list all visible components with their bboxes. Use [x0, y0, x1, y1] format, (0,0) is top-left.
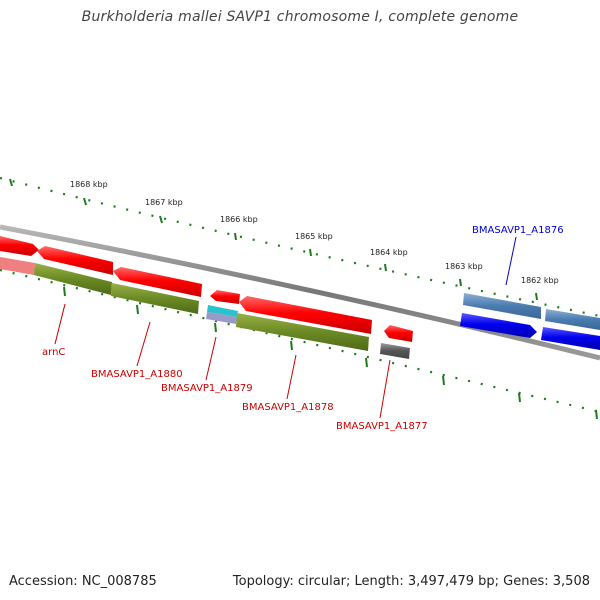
scale-tick [234, 232, 237, 241]
cds-segment-violet[interactable] [206, 312, 237, 324]
leader-a1876 [505, 236, 517, 286]
inner-scale-dots [0, 268, 600, 414]
leader-a1880 [136, 321, 151, 367]
scale-label-1866: 1866 kbp [220, 215, 258, 224]
gene-steel-a1876[interactable] [463, 293, 541, 319]
scale-tick [290, 340, 293, 351]
scale-tick [518, 392, 521, 403]
gene-arrow-forward[interactable] [541, 327, 600, 350]
scale-tick [9, 178, 13, 187]
scale-label-1865: 1865 kbp [295, 232, 333, 241]
scale-tick [214, 322, 217, 333]
inner-scale-track [0, 268, 600, 420]
scale-tick [595, 409, 598, 420]
leader-a1878 [286, 354, 297, 400]
cds-segment-gray[interactable] [380, 343, 410, 359]
scale-tick [459, 278, 462, 287]
gene-arrow[interactable] [0, 236, 39, 256]
label-leaders [54, 236, 517, 419]
scale-tick [159, 215, 163, 224]
gene-arrow[interactable] [210, 290, 240, 304]
scale-tick [136, 304, 139, 315]
scale-tick [365, 357, 368, 368]
cds-segment-pink[interactable] [0, 257, 35, 275]
genome-summary-text: Topology: circular; Length: 3,497,479 bp… [232, 574, 590, 589]
gene-label-a1878[interactable]: BMASAVP1_A1878 [242, 402, 334, 413]
leader-a1879 [205, 336, 217, 381]
gene-label-a1879[interactable]: BMASAVP1_A1879 [161, 383, 253, 394]
genome-title: Burkholderia mallei SAVP1 chromosome I, … [81, 9, 519, 25]
scale-label-1868: 1868 kbp [70, 180, 108, 189]
scale-tick [63, 286, 66, 297]
scale-tick [309, 248, 312, 257]
genome-backbone [0, 224, 600, 361]
cds-segment-arnC[interactable] [34, 263, 112, 295]
accession-text: Accession: NC_008785 [9, 574, 157, 589]
forward-genes [460, 293, 600, 350]
gene-arrow[interactable] [113, 267, 202, 297]
leader-arnC [54, 303, 66, 345]
scale-label-1862: 1862 kbp [521, 276, 559, 285]
scale-tick [83, 197, 87, 206]
gene-label-a1876[interactable]: BMASAVP1_A1876 [472, 225, 564, 236]
gene-steel[interactable] [545, 309, 600, 330]
scale-tick [535, 292, 538, 301]
outer-scale-track: 1868 kbp 1867 kbp 1866 kbp 1865 kbp 1864… [0, 176, 600, 318]
gene-label-a1880[interactable]: BMASAVP1_A1880 [91, 369, 183, 380]
scale-tick [384, 263, 387, 272]
gene-arrow[interactable] [239, 296, 372, 334]
gene-arrow[interactable] [384, 325, 413, 342]
scale-label-1864: 1864 kbp [370, 248, 408, 257]
scale-tick [442, 375, 445, 386]
gene-label-arnC[interactable]: arnC [42, 347, 65, 358]
cds-track [0, 257, 410, 359]
cds-segment-cyan[interactable] [207, 305, 238, 317]
gene-label-a1877[interactable]: BMASAVP1_A1877 [336, 421, 428, 432]
gene-arrow[interactable] [37, 246, 113, 275]
scale-label-1867: 1867 kbp [145, 198, 183, 207]
leader-a1877 [379, 359, 391, 419]
reverse-genes [0, 236, 413, 342]
gene-arrow-forward[interactable] [460, 313, 537, 338]
scale-label-1863: 1863 kbp [445, 262, 483, 271]
cds-segment-a1878[interactable] [236, 313, 369, 351]
cds-segment-a1880[interactable] [111, 283, 199, 314]
